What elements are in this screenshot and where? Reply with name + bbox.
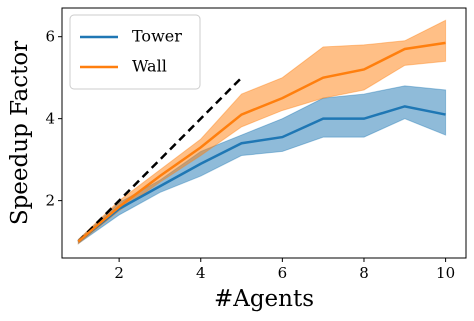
series-line xyxy=(77,41,446,243)
x-axis-label: #Agents xyxy=(214,286,314,312)
y-axis-label: Speedup Factor xyxy=(7,41,33,225)
confidence-band xyxy=(77,85,447,245)
x-tick-label: 6 xyxy=(278,264,288,282)
legend-label: Wall xyxy=(132,57,167,76)
x-tick-label: 8 xyxy=(359,264,369,282)
y-tick-label: 6 xyxy=(45,28,55,46)
y-tick-label: 2 xyxy=(45,192,55,210)
series-line xyxy=(77,105,446,243)
plot-frame xyxy=(61,7,467,259)
confidence-band xyxy=(77,19,447,245)
x-tick-label: 10 xyxy=(436,264,455,282)
x-tick-label: 4 xyxy=(196,264,206,282)
x-tick-label: 2 xyxy=(114,264,124,282)
legend-label: Tower xyxy=(132,27,182,46)
y-tick-label: 4 xyxy=(45,110,55,128)
legend-box xyxy=(69,14,201,90)
